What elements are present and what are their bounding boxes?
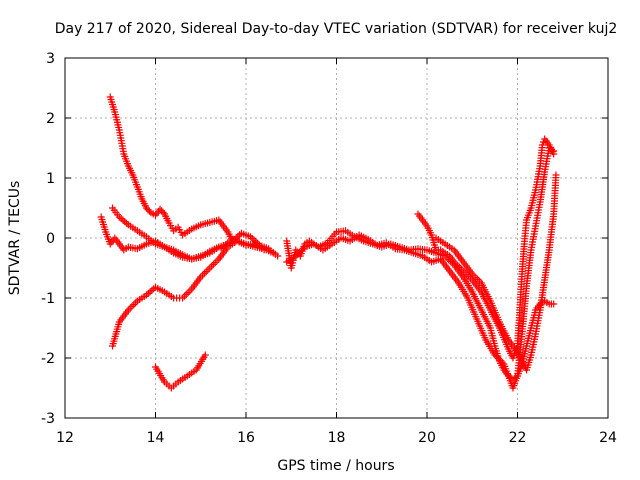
x-tick-labels: 12 14 16 18 20 22 24 — [56, 430, 617, 446]
data-point — [128, 302, 136, 310]
data-point — [236, 231, 244, 239]
data-point — [119, 216, 127, 224]
axis-ticks — [64, 57, 609, 419]
series-track-3 — [97, 213, 277, 263]
data-point — [123, 219, 131, 227]
x-tick-label: 12 — [56, 430, 74, 446]
series-track-4 — [109, 237, 268, 350]
data-point — [121, 218, 129, 226]
y-tick-label: -3 — [41, 411, 55, 427]
x-tick-label: 20 — [418, 430, 436, 446]
data-point — [184, 289, 192, 297]
x-tick-label: 22 — [509, 430, 527, 446]
y-tick-label: -1 — [41, 291, 55, 307]
data-point — [206, 264, 214, 272]
data-point — [144, 289, 152, 297]
data-point — [199, 271, 207, 279]
data-point — [182, 290, 190, 298]
data-point — [260, 246, 268, 254]
data-point — [159, 208, 167, 216]
data-point — [232, 234, 240, 242]
x-tick-label: 24 — [599, 430, 617, 446]
data-point — [200, 269, 208, 277]
data-point — [145, 207, 153, 215]
x-axis-label: GPS time / hours — [277, 458, 394, 474]
data-series — [97, 93, 560, 392]
x-tick-label: 16 — [237, 430, 255, 446]
y-tick-label: 1 — [46, 171, 55, 187]
data-point — [550, 300, 558, 308]
data-point — [274, 252, 282, 260]
data-point — [180, 292, 188, 300]
data-point — [142, 204, 150, 212]
data-point — [552, 171, 560, 179]
y-tick-label: 2 — [46, 111, 55, 127]
data-point — [201, 351, 209, 359]
data-point — [204, 266, 212, 274]
data-point — [132, 299, 140, 307]
series-track-8 — [414, 135, 558, 362]
y-axis-label: SDTVAR / TECUs — [7, 181, 23, 296]
data-point — [269, 249, 277, 257]
data-point — [158, 207, 166, 215]
data-point — [211, 259, 219, 267]
series-track-5 — [152, 351, 209, 392]
y-tick-label: -2 — [41, 351, 55, 367]
data-point — [117, 215, 125, 223]
series-track-9 — [432, 171, 560, 374]
data-point — [144, 206, 152, 214]
data-point — [156, 205, 164, 213]
chart-title: Day 217 of 2020, Sidereal Day-to-day VTE… — [55, 21, 618, 37]
data-point — [202, 268, 210, 276]
series-track-7 — [283, 144, 558, 392]
data-point — [126, 304, 134, 312]
data-point — [208, 262, 216, 270]
data-point — [130, 301, 138, 309]
y-tick-labels: -3 -2 -1 0 1 2 3 — [41, 51, 55, 427]
data-point — [146, 288, 154, 296]
data-point — [209, 260, 217, 268]
y-tick-label: 3 — [46, 51, 55, 67]
x-tick-label: 14 — [147, 430, 165, 446]
data-point — [186, 287, 194, 295]
data-point — [550, 150, 558, 158]
x-tick-label: 18 — [328, 430, 346, 446]
data-point — [538, 141, 546, 149]
data-point — [213, 257, 221, 265]
y-tick-label: 0 — [46, 231, 55, 247]
